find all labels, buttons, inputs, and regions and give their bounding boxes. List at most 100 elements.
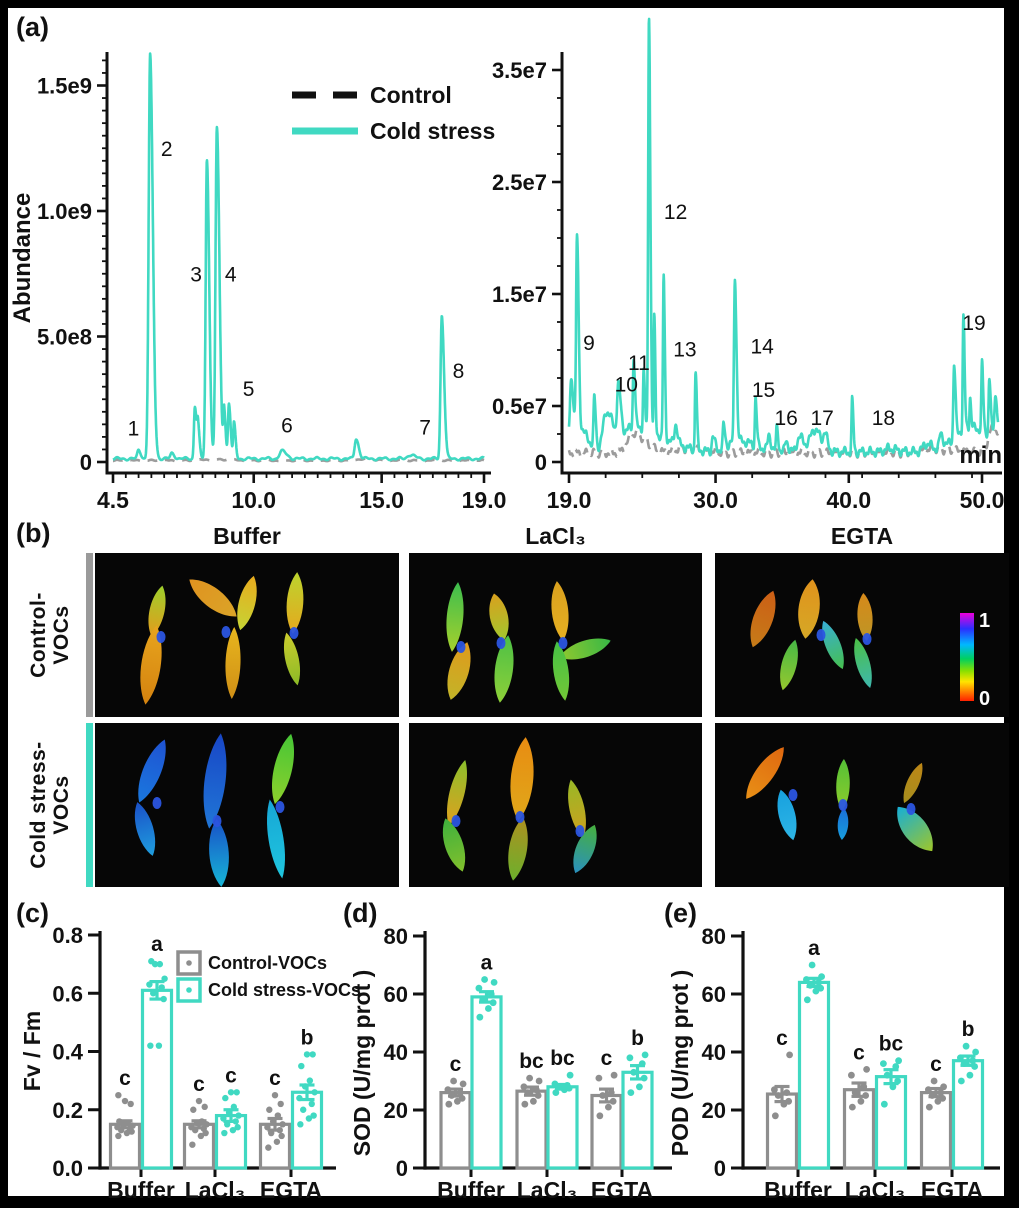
significance-letter: a [151, 933, 163, 956]
leaf [573, 824, 597, 874]
bar [546, 1085, 579, 1170]
data-dot [276, 1126, 283, 1134]
y-tick-label: 0.8 [52, 923, 83, 948]
data-dot [532, 1086, 540, 1094]
y-tick-label: 0 [535, 450, 547, 475]
y-tick-label: 40 [702, 1040, 726, 1065]
row-label-line: Control- [26, 592, 50, 678]
leaf [134, 802, 156, 856]
significance-letter: c [450, 1053, 462, 1076]
peak-number-label: 7 [419, 416, 431, 439]
y-tick-label: 5.0e8 [37, 325, 92, 350]
leaf [267, 799, 285, 879]
data-dot [198, 1118, 206, 1125]
data-dot [230, 1103, 238, 1111]
fluorescence-image-lacl3-cold-stress [409, 723, 702, 887]
data-dot [224, 1121, 231, 1128]
peak-number-label: 13 [673, 339, 696, 362]
leaf [209, 819, 229, 887]
data-dot [129, 1122, 136, 1129]
colorbar [960, 613, 974, 701]
y-tick-label: 0.6 [52, 981, 83, 1006]
data-dot [190, 1106, 197, 1113]
leaf-junction [275, 801, 285, 813]
significance-letter: c [776, 1027, 788, 1050]
leaf [446, 582, 464, 652]
bar [290, 1090, 324, 1170]
category-label: EGTA [260, 1177, 322, 1203]
data-dot [476, 1013, 484, 1021]
peak-number-label: 9 [583, 332, 595, 355]
y-tick-label: 80 [702, 924, 726, 949]
data-dot [146, 981, 153, 988]
data-dot [534, 1092, 542, 1099]
significance-letter: c [930, 1053, 942, 1076]
data-dot [937, 1089, 945, 1096]
x-tick-label: 40.0 [826, 487, 871, 513]
data-dot [521, 1100, 529, 1108]
data-dot [815, 979, 823, 986]
data-dot [535, 1077, 543, 1085]
legend-label: Cold stress [370, 118, 495, 144]
treatment-header-lacl3: LaCl₃ [525, 523, 586, 549]
trace-cold-stress [111, 52, 486, 462]
data-dot [563, 1081, 571, 1089]
data-dot [771, 1086, 778, 1094]
y-tick-label: 60 [702, 982, 726, 1007]
data-dot [806, 981, 814, 989]
significance-letter: b [301, 1026, 314, 1049]
leaf-junction [451, 815, 461, 827]
row-label-line: VOCs [50, 775, 73, 835]
data-dot [962, 1042, 970, 1050]
data-dot [221, 1129, 228, 1137]
data-dot [972, 1048, 979, 1056]
y-axis-title: POD (U/mg prot ) [667, 970, 693, 1157]
data-dot [607, 1089, 615, 1096]
colorbar-min-label: 0 [979, 688, 990, 710]
fluorescence-image-lacl3-control [409, 553, 702, 717]
significance-letter: c [193, 1073, 205, 1096]
data-dot [526, 1074, 533, 1082]
category-label: LaCl₃ [845, 1177, 905, 1203]
data-dot [309, 1051, 316, 1058]
leaf-junction [862, 633, 872, 645]
legend-dot [186, 960, 192, 966]
data-dot [848, 1103, 856, 1111]
data-dot [279, 1121, 286, 1128]
y-tick-label: 1.5e7 [492, 282, 547, 307]
data-dot [640, 1074, 648, 1082]
leaf [447, 642, 471, 700]
y-axis-title: Abundance [9, 193, 36, 324]
leaf [494, 635, 514, 703]
data-dot [234, 1124, 241, 1131]
data-dot [626, 1054, 634, 1062]
data-dot [227, 1089, 235, 1096]
y-tick-label: 3.5e7 [492, 58, 547, 83]
data-dot [188, 1124, 195, 1131]
y-tick-label: 0.4 [52, 1040, 83, 1065]
data-dot [817, 984, 825, 992]
significance-letter: c [853, 1041, 865, 1064]
category-label: LaCl₃ [185, 1177, 245, 1203]
row-label-control-vocs: Control- VOCs [15, 553, 85, 717]
data-dot [851, 1089, 859, 1096]
data-dot [599, 1092, 607, 1099]
data-dot [124, 1119, 132, 1127]
data-dot [300, 1106, 307, 1113]
bar [182, 1122, 216, 1170]
y-tick-label: 1.5e9 [37, 74, 92, 99]
data-dot [610, 1071, 618, 1079]
leaf [857, 593, 873, 641]
leaf-junction [156, 631, 166, 643]
data-dot [627, 1089, 635, 1096]
leaf [225, 627, 241, 699]
leaf [559, 638, 611, 660]
data-dot [121, 1097, 129, 1105]
peak-number-label: 4 [225, 263, 237, 286]
x-axis-unit: min [959, 442, 1002, 469]
data-dot [803, 976, 810, 983]
leaf [552, 641, 570, 701]
x-tick-label: 10.0 [231, 487, 276, 513]
